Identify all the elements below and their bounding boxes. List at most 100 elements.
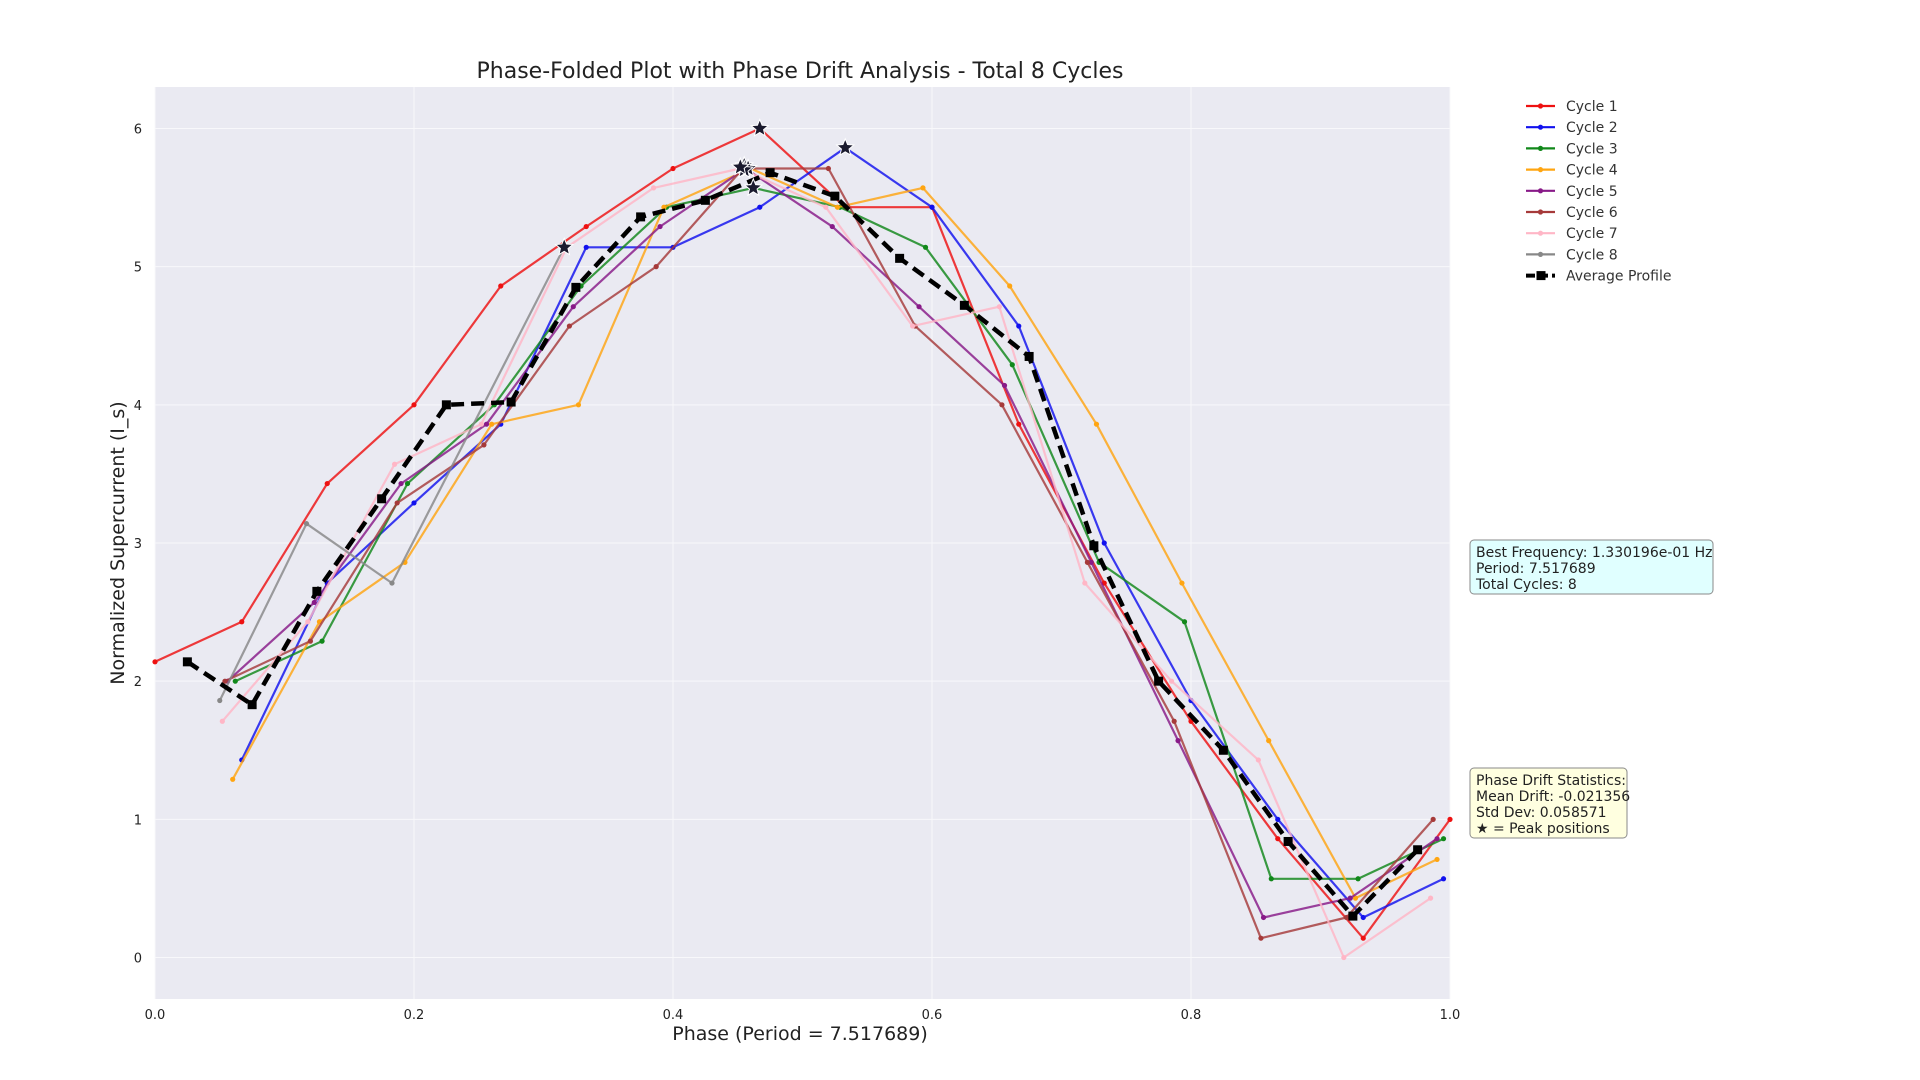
data-point [324, 480, 330, 487]
data-point [895, 253, 905, 263]
x-tick-label: 1.0 [1440, 1008, 1461, 1023]
data-point [1275, 836, 1281, 842]
data-point [757, 204, 763, 210]
data-point [909, 323, 916, 329]
data-point [303, 521, 310, 527]
data-point [1016, 421, 1022, 427]
data-point [1352, 895, 1359, 901]
data-point [232, 678, 238, 684]
data-point [394, 500, 400, 506]
data-point [1440, 836, 1447, 842]
data-point [922, 244, 929, 250]
data-point [498, 283, 504, 289]
data-point [929, 204, 935, 210]
data-point [1447, 816, 1453, 822]
data-point [996, 304, 1002, 310]
data-point [441, 400, 451, 410]
box-text-line: Best Frequency: 1.330196e-01 Hz [1476, 545, 1713, 561]
data-point [823, 204, 829, 210]
peak-star-marker [730, 156, 751, 176]
legend-item: Cycle 3 [1526, 141, 1618, 157]
data-point [1430, 816, 1436, 822]
data-point [1171, 718, 1177, 724]
legend-item: Average Profile [1526, 269, 1671, 285]
plot-area: 0.0 0.2 0.4 0.6 0.8 1.0 0 1 2 3 4 5 6 [134, 87, 1461, 1023]
data-point [1275, 816, 1281, 822]
x-axis-label: Phase (Period = 7.517689) [672, 1023, 928, 1045]
data-point [657, 223, 663, 230]
legend-swatch-marker [1537, 209, 1544, 215]
data-point [222, 678, 228, 684]
data-point [312, 586, 322, 596]
data-point [483, 421, 490, 427]
data-point [1154, 676, 1164, 686]
x-tick-label: 0.0 [145, 1008, 166, 1023]
box-frame [1469, 767, 1628, 839]
legend-item: Cycle 6 [1526, 205, 1618, 221]
data-point [1001, 382, 1008, 389]
data-point [1360, 914, 1366, 921]
data-point [571, 282, 581, 292]
data-point [217, 697, 223, 704]
legend-label: Cycle 8 [1566, 247, 1618, 263]
data-point [411, 402, 417, 408]
legend-item: Cycle 1 [1526, 99, 1618, 115]
data-point [700, 195, 710, 205]
legend-swatch-marker [1537, 167, 1544, 173]
data-point [1179, 580, 1185, 586]
x-tick-label: 0.2 [404, 1008, 425, 1023]
data-point [583, 244, 589, 250]
data-point [636, 212, 646, 222]
data-point [1283, 836, 1293, 846]
data-point [570, 304, 576, 310]
data-point [1016, 323, 1022, 329]
y-tick-label: 1 [134, 813, 142, 828]
legend: Cycle 1 Cycle 2 Cycle 3 Cycle 4 Cycle 5 Cycle… [1526, 99, 1671, 285]
data-point [1440, 876, 1447, 882]
data-point [1101, 540, 1107, 546]
data-point [319, 638, 325, 644]
legend-swatch-marker [1537, 145, 1544, 151]
drift-statistics-box: Phase Drift Statistics:Mean Drift: -0.02… [1469, 767, 1630, 839]
data-point [765, 168, 775, 178]
chart-title: Phase-Folded Plot with Phase Drift Analy… [477, 59, 1124, 84]
data-point [1343, 914, 1349, 921]
data-point [1024, 351, 1034, 361]
data-point [307, 638, 313, 644]
data-point [1007, 283, 1013, 289]
x-tick-label: 0.8 [1181, 1008, 1202, 1023]
data-point [1434, 836, 1440, 842]
data-point [1218, 745, 1228, 755]
data-point [398, 480, 404, 487]
box-text-line: Std Dev: 0.058571 [1476, 805, 1607, 821]
legend-swatch-marker [1537, 188, 1544, 194]
series-4 [230, 165, 1440, 901]
data-point [182, 657, 192, 667]
box-text-line: ★ = Peak positions [1476, 821, 1610, 837]
legend-label: Cycle 4 [1566, 163, 1618, 179]
data-point [1347, 895, 1353, 901]
data-point [653, 264, 659, 270]
data-point [830, 191, 840, 201]
data-point [1009, 362, 1015, 368]
peak-star-marker [835, 137, 856, 157]
legend-label: Cycle 1 [1566, 99, 1618, 115]
legend-swatch-marker [1537, 230, 1544, 236]
legend-label: Cycle 6 [1566, 205, 1618, 221]
data-point [1266, 738, 1272, 744]
legend-item: Cycle 2 [1526, 120, 1618, 136]
box-text-line: Phase Drift Statistics: [1476, 773, 1626, 789]
data-point [411, 500, 417, 506]
data-point [311, 599, 317, 606]
data-point [1255, 757, 1261, 763]
data-point [391, 461, 398, 467]
y-tick-label: 4 [134, 399, 142, 414]
series-9 [182, 168, 1423, 921]
data-point [834, 204, 841, 210]
data-point [1341, 954, 1347, 961]
data-point [1082, 580, 1088, 586]
y-tick-label: 2 [134, 675, 142, 690]
data-point [650, 185, 657, 191]
y-axis-label: Normalized Supercurrent (I_s) [107, 401, 129, 684]
